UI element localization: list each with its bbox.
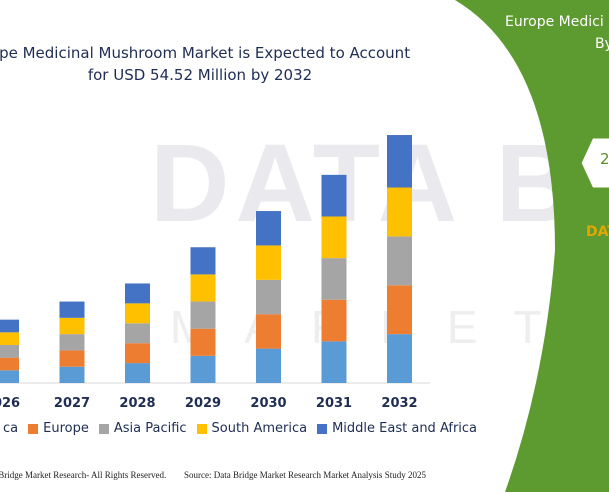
bar-segment — [0, 332, 19, 345]
bar-segment — [59, 366, 85, 383]
watermark-logo: DATA BRID — [150, 122, 609, 245]
x-tick-label: 2028 — [119, 396, 155, 411]
bar-segment — [321, 299, 347, 342]
hexagon-badge-icon — [578, 135, 609, 191]
legend-item: Europe — [28, 421, 89, 436]
bar-segment — [387, 187, 412, 237]
legend-swatch — [98, 423, 109, 434]
legend-item: Middle East and Africa — [317, 421, 477, 436]
bar-segment — [59, 301, 85, 318]
legend-label: Asia Pacific — [113, 421, 187, 436]
copyright-footer: e Bridge Market Research- All Rights Res… — [0, 470, 167, 480]
bar-segment — [0, 319, 19, 333]
x-tick-label: 026 — [0, 396, 20, 411]
legend-swatch — [28, 423, 39, 434]
bar-segment — [125, 323, 150, 344]
bar-segment — [387, 334, 412, 383]
x-tick-label: 2032 — [381, 396, 417, 411]
bar-segment — [0, 357, 19, 371]
x-tick-label: 2029 — [185, 396, 221, 411]
x-tick-label: 2031 — [316, 396, 352, 411]
bar-segment — [0, 370, 19, 383]
bar-segment — [256, 245, 281, 280]
bar-segment — [387, 236, 412, 286]
bar-segment — [125, 283, 150, 304]
bar-segment — [59, 317, 85, 335]
legend-label: Middle East and Africa — [332, 421, 478, 436]
bar-segment — [125, 343, 150, 364]
panel-background — [455, 0, 609, 492]
bar-segment — [321, 341, 347, 383]
chart-title-line1: ope Medicinal Mushroom Market is Expecte… — [0, 44, 411, 62]
bar-segment — [256, 279, 281, 315]
chart-plot: 026 2027 2028 2029 2030 2031 2032 — [0, 135, 430, 411]
bar-segment — [387, 135, 412, 188]
panel-dat-label: DAT — [586, 224, 609, 240]
bar-segment — [125, 303, 150, 324]
panel-title-line2: By — [595, 36, 609, 52]
legend-item: South America — [196, 421, 308, 436]
bar-segment — [190, 301, 216, 329]
legend-label: ca — [3, 421, 19, 436]
bar-segment — [256, 314, 281, 349]
bar-segment — [190, 247, 216, 275]
chart-legend: ca Europe Asia Pacific South America Middle … — [0, 421, 477, 436]
bar-segment — [387, 285, 412, 335]
bar-segment — [321, 174, 347, 217]
legend-item: ca — [0, 421, 18, 436]
panel-title-line1: Europe Medici — [505, 14, 604, 30]
bar-segment — [190, 274, 216, 302]
hexagon-badge-value: 2 — [600, 150, 609, 168]
bar-segment — [125, 363, 150, 383]
bar-segment — [190, 328, 216, 356]
x-tick-label: 2030 — [250, 396, 286, 411]
bar-segment — [256, 348, 281, 383]
legend-swatch — [196, 423, 207, 434]
legend-swatch — [317, 423, 328, 434]
bar-segment — [59, 334, 85, 351]
bar-segment — [59, 350, 85, 367]
legend-label: South America — [211, 421, 308, 436]
legend-label: Europe — [43, 421, 89, 436]
bar-segment — [321, 258, 347, 300]
chart-title-line2: for USD 54.52 Million by 2032 — [87, 66, 313, 84]
legend-item: Asia Pacific — [98, 421, 187, 436]
bar-segment — [0, 344, 19, 358]
bar-segment — [321, 216, 347, 259]
bar-segment — [256, 211, 281, 246]
x-tick-label: 2027 — [54, 396, 90, 411]
source-footer: Source: Data Bridge Market Research Mark… — [184, 470, 426, 480]
right-info-panel — [455, 0, 609, 492]
bar-segment — [190, 355, 216, 383]
